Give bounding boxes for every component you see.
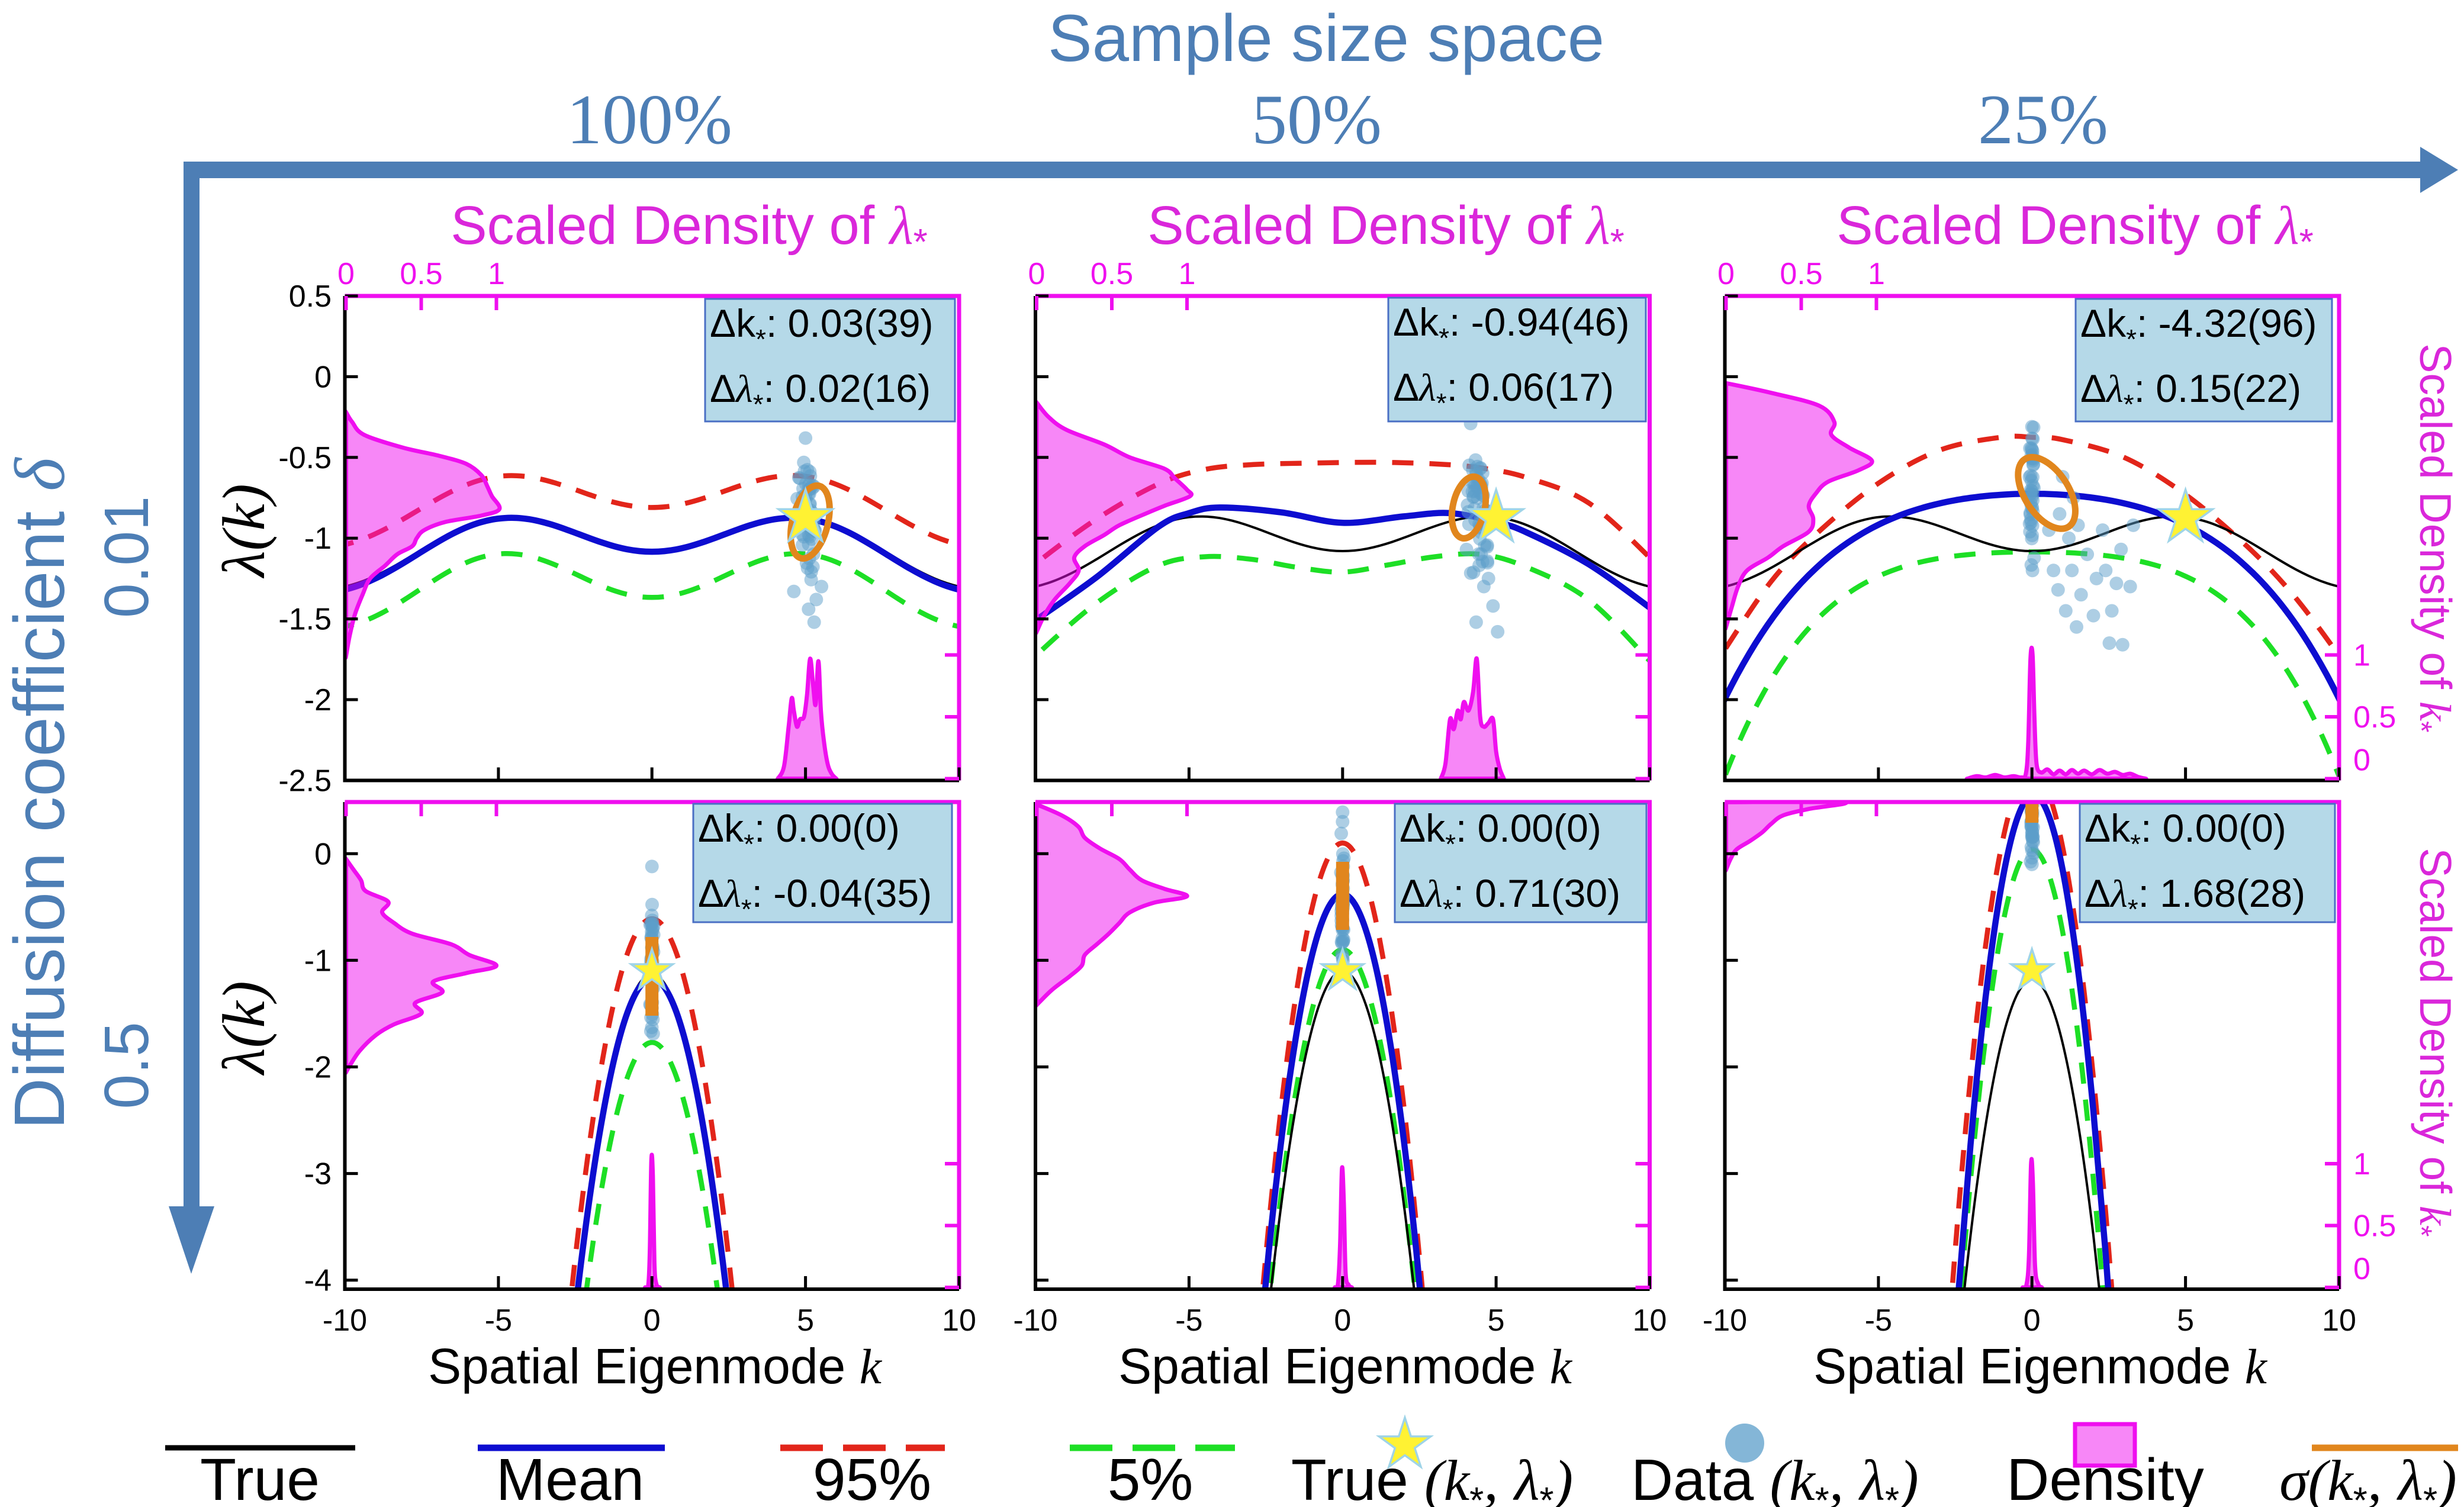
svg-text:0: 0 — [1028, 257, 1046, 291]
svg-text:0: 0 — [2353, 743, 2370, 778]
svg-text:5: 5 — [797, 1303, 814, 1338]
svg-text:Diffusion coefficient δ: Diffusion coefficient δ — [0, 457, 80, 1129]
svg-text:5%: 5% — [1108, 1447, 1194, 1507]
svg-text:10: 10 — [942, 1303, 976, 1338]
svg-text:0: 0 — [1717, 257, 1735, 291]
svg-text:Scaled Density of λ*: Scaled Density of λ* — [451, 195, 927, 263]
svg-text:True: True — [200, 1447, 320, 1507]
svg-text:σ(k*​, λ*​): σ(k*​, λ*​) — [2279, 1447, 2457, 1507]
svg-text:0.5: 0.5 — [2353, 700, 2396, 735]
svg-text:-10: -10 — [1013, 1303, 1057, 1338]
svg-text:Spatial Eigenmode k: Spatial Eigenmode k — [428, 1338, 882, 1395]
svg-text:50%: 50% — [1252, 80, 1382, 159]
svg-text:-1: -1 — [304, 944, 332, 978]
svg-text:0.5: 0.5 — [289, 279, 332, 314]
svg-text:-2.5: -2.5 — [278, 764, 332, 798]
svg-text:0.5: 0.5 — [1780, 257, 1822, 291]
svg-text:1: 1 — [1868, 257, 1885, 291]
svg-text:10: 10 — [2322, 1303, 2356, 1338]
svg-text:-1: -1 — [304, 521, 332, 556]
svg-text:1: 1 — [1179, 257, 1196, 291]
svg-text:Spatial Eigenmode k: Spatial Eigenmode k — [1118, 1338, 1572, 1395]
svg-text:0: 0 — [314, 837, 332, 871]
svg-text:-2: -2 — [304, 683, 332, 717]
svg-text:-5: -5 — [1865, 1303, 1892, 1338]
svg-text:25%: 25% — [1978, 80, 2108, 159]
svg-text:1: 1 — [488, 257, 505, 291]
svg-text:Scaled Density of k*: Scaled Density of k* — [2405, 848, 2460, 1236]
svg-text:Mean: Mean — [496, 1447, 644, 1507]
svg-text:-5: -5 — [485, 1303, 512, 1338]
svg-text:0.5: 0.5 — [2353, 1209, 2396, 1244]
svg-text:Scaled Density of k*: Scaled Density of k* — [2405, 343, 2460, 732]
svg-text:5: 5 — [1488, 1303, 1505, 1338]
svg-text:-4: -4 — [304, 1264, 332, 1298]
svg-text:-3: -3 — [304, 1157, 332, 1192]
svg-text:λ(k): λ(k) — [211, 484, 278, 578]
svg-text:Sample size space: Sample size space — [1048, 1, 1604, 75]
svg-text:1: 1 — [2353, 1147, 2370, 1181]
svg-text:1: 1 — [2353, 639, 2370, 673]
svg-text:Data (k*​, λ*​): Data (k*​, λ*​) — [1631, 1447, 1918, 1507]
svg-text:-5: -5 — [1175, 1303, 1202, 1338]
svg-text:True (k*​, λ*​): True (k*​, λ*​) — [1291, 1447, 1573, 1507]
svg-text:0.5: 0.5 — [92, 1022, 162, 1109]
svg-text:0: 0 — [644, 1303, 661, 1338]
svg-text:λ(k): λ(k) — [211, 981, 278, 1075]
svg-text:-1.5: -1.5 — [278, 603, 332, 637]
svg-text:Scaled Density of λ*: Scaled Density of λ* — [1836, 195, 2313, 263]
svg-text:0: 0 — [314, 360, 332, 394]
svg-text:10: 10 — [1633, 1303, 1667, 1338]
svg-text:0: 0 — [337, 257, 355, 291]
svg-text:5: 5 — [2177, 1303, 2194, 1338]
svg-text:Scaled Density of λ*: Scaled Density of λ* — [1147, 195, 1624, 263]
svg-text:Density: Density — [2006, 1447, 2204, 1507]
svg-text:0: 0 — [2024, 1303, 2041, 1338]
svg-text:Spatial Eigenmode k: Spatial Eigenmode k — [1813, 1338, 2267, 1395]
svg-text:0.5: 0.5 — [400, 257, 442, 291]
svg-text:95%: 95% — [813, 1447, 931, 1507]
svg-text:0: 0 — [2353, 1252, 2370, 1286]
svg-text:-10: -10 — [323, 1303, 367, 1338]
svg-text:-0.5: -0.5 — [278, 441, 332, 475]
svg-text:-10: -10 — [1703, 1303, 1747, 1338]
svg-text:0: 0 — [1334, 1303, 1351, 1338]
svg-text:-2: -2 — [304, 1051, 332, 1085]
svg-text:100%: 100% — [567, 80, 732, 159]
svg-text:0.5: 0.5 — [1091, 257, 1133, 291]
svg-text:0.01: 0.01 — [92, 496, 162, 618]
